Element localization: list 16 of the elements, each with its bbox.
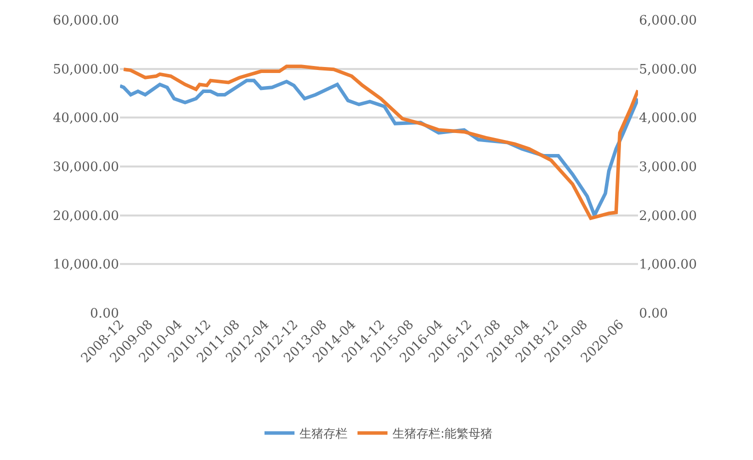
y2-tick-label: 5,000.00 (639, 62, 697, 78)
y-tick-label: 0.00 (90, 306, 119, 322)
y2-tick-label: 1,000.00 (639, 258, 697, 273)
legend-label: 生猪存栏 (300, 426, 348, 441)
y2-tick-label: 3,000.00 (639, 160, 697, 176)
y-tick-label: 50,000.00 (52, 62, 119, 78)
y-tick-label: 40,000.00 (52, 111, 119, 126)
y-tick-label: 20,000.00 (52, 208, 119, 224)
y2-tick-label: 0.00 (639, 306, 668, 322)
y-tick-label: 10,000.00 (52, 258, 119, 273)
y2-tick-label: 6,000.00 (639, 14, 697, 29)
legend-label: 生猪存栏:能繁母猪 (392, 426, 493, 441)
y-tick-label: 30,000.00 (52, 160, 119, 176)
y-tick-label: 60,000.00 (52, 14, 119, 29)
y2-tick-label: 4,000.00 (639, 111, 697, 126)
y2-tick-label: 2,000.00 (639, 208, 697, 224)
